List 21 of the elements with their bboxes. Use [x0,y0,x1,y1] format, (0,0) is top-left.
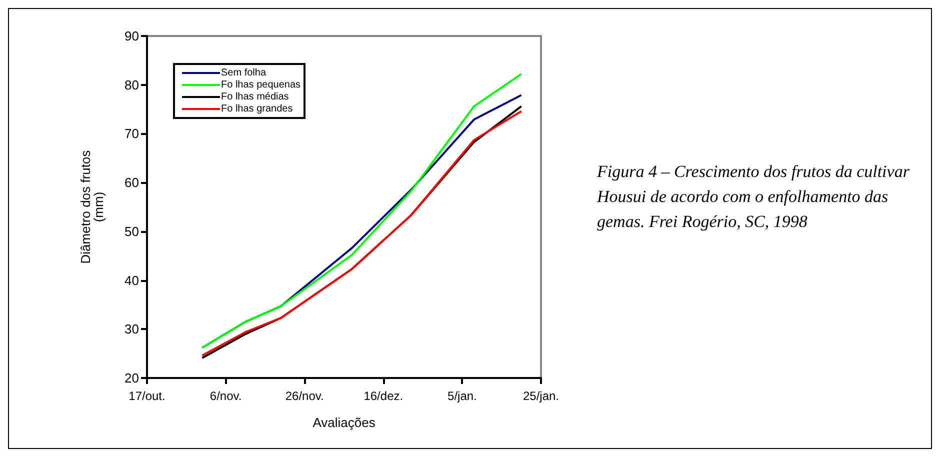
y-tick-label: 90 [124,28,139,44]
legend-label: Fo lhas grandes [221,104,293,114]
y-tick-label: 50 [124,224,139,239]
text: Figura 4 – Crescimento dos frutos da cultivar Housui de acordo com o enfolhamento das gemas. Frei Rogério, SC, 1998 [596,162,914,231]
y-tick-label: 80 [124,77,139,92]
x-tick-label: 5/jan. [448,389,477,403]
legend-label: Fo lhas médias [221,92,289,102]
x-tick-label: 26/nov. [285,389,324,403]
y-tick-label: 20 [124,370,139,386]
y-axis-title: Diâmetro dos frutos (mm) [78,150,106,264]
y-tick-label: 30 [124,322,139,337]
legend-label: Fo lhas pequenas [221,80,301,90]
x-tick-label: 6/nov. [210,389,242,403]
legend-label: Sem folha [221,68,266,78]
x-tick-label: 25/jan. [522,389,560,403]
x-tick-label: 16/dez. [364,389,404,403]
y-tick-label: 60 [124,175,139,190]
x-axis-title: Avaliações [312,415,376,430]
y-tick-label: 40 [124,272,139,288]
y-tick-label: 70 [124,126,139,142]
x-tick-label: 17/out. [128,389,166,403]
